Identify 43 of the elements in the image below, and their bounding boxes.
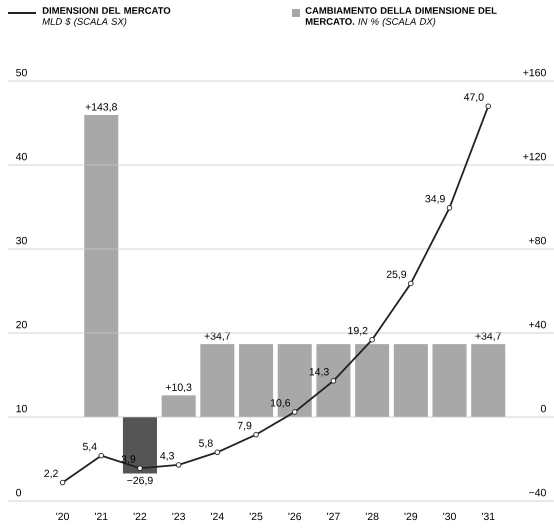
x-tick-label: '21 [94,512,108,520]
x-tick-label: '29 [404,512,418,520]
y-tick-label: 50 [16,68,27,76]
data-label: 5,8 [199,439,213,448]
data-label: 7,9 [238,422,252,430]
data-label: +143,8 [86,103,117,112]
data-label: 14,3 [310,368,329,377]
x-tick-label: '24 [211,512,224,520]
y-tick-label: 10 [16,404,27,412]
data-label: 47,0 [464,93,484,102]
data-label: +34,7 [476,332,501,341]
data-label: −26,9 [127,476,153,486]
data-label: +10,3 [166,384,192,392]
y-tick-label: 30 [16,236,27,244]
x-tick-label: '25 [250,512,262,520]
x-tick-label: '23 [172,512,186,520]
legend-label: DIMENSIONI DEL MERCATO MLD $ (SCALA SX) [42,7,170,27]
y-tick-label: 20 [16,320,27,328]
data-label: 34,9 [425,195,445,204]
y2-tick-label: +120 [523,152,546,160]
x-tick-label: '28 [366,512,378,520]
data-label: 3,9 [122,455,136,464]
data-label: 10,6 [270,399,290,408]
y2-tick-label: +80 [529,236,546,244]
y2-tick-label: +160 [523,68,546,76]
x-tick-label: '22 [134,512,146,520]
y-tick-label: 40 [16,152,27,160]
data-label: 5,4 [82,442,97,452]
data-label: +34,7 [204,332,230,341]
legend-label: CAMBIAMENTO DELLA DIMENSIONE DEL MERCATO. IN % (SCALA DX) [306,7,497,27]
data-label: 25,9 [386,270,406,280]
x-tick-label: '27 [327,512,340,520]
x-tick-label: '26 [288,512,302,520]
x-tick-label: '30 [443,512,456,520]
data-label: 19,2 [348,326,368,336]
y2-tick-label: +40 [529,320,546,328]
data-label: 2,2 [44,470,58,478]
y2-tick-label: 0 [540,404,546,412]
x-tick-label: '31 [482,512,495,520]
x-tick-label: '20 [56,512,69,520]
y2-tick-label: −40 [529,488,546,496]
y-tick-label: 0 [16,488,22,496]
data-label: 4,3 [160,452,174,461]
